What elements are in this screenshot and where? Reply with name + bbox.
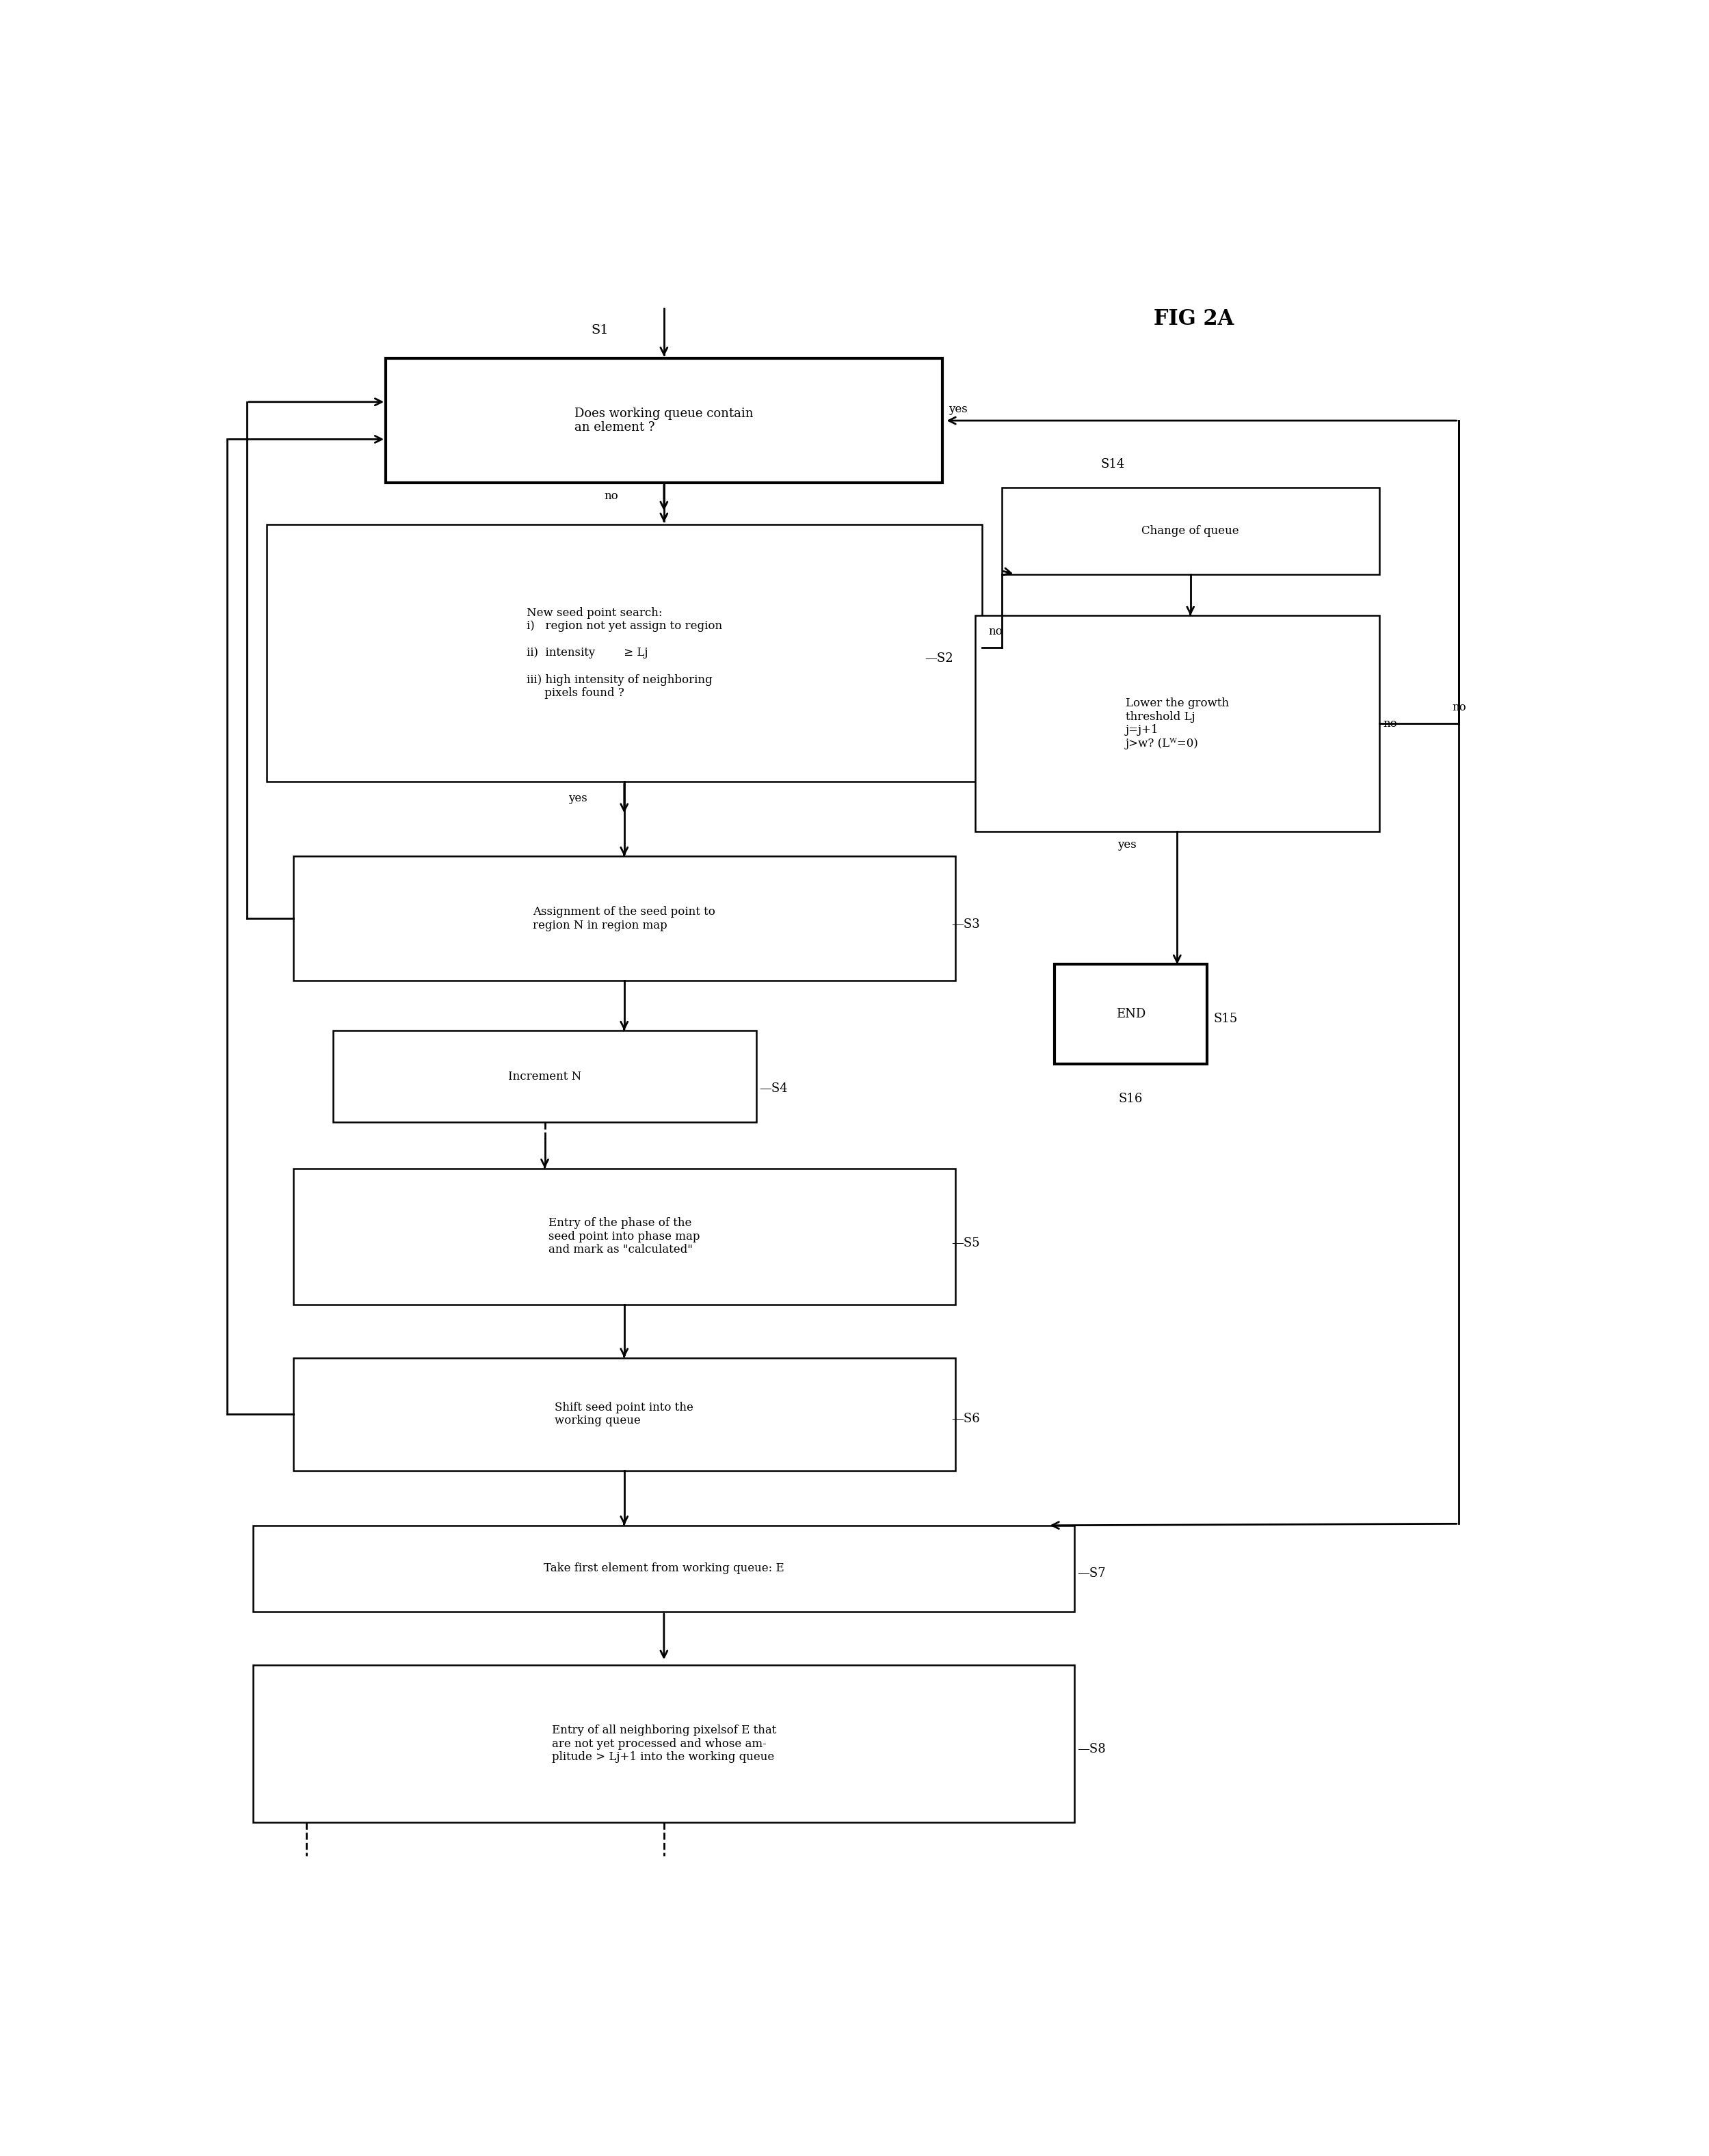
- FancyBboxPatch shape: [253, 1526, 1075, 1613]
- Text: Change of queue: Change of queue: [1142, 526, 1239, 537]
- Text: S1: S1: [591, 323, 608, 336]
- FancyBboxPatch shape: [253, 1664, 1075, 1822]
- FancyBboxPatch shape: [267, 524, 981, 783]
- FancyBboxPatch shape: [294, 1169, 955, 1304]
- Text: no: no: [605, 492, 619, 502]
- Text: —S3: —S3: [952, 918, 979, 931]
- Text: END: END: [1116, 1007, 1145, 1020]
- Text: Entry of the phase of the
seed point into phase map
and mark as "calculated": Entry of the phase of the seed point int…: [549, 1218, 701, 1255]
- Text: no: no: [1383, 718, 1398, 729]
- Text: Shift seed point into the
working queue: Shift seed point into the working queue: [555, 1401, 694, 1427]
- Text: Assignment of the seed point to
region N in region map: Assignment of the seed point to region N…: [533, 906, 716, 931]
- Text: yes: yes: [948, 403, 967, 414]
- Text: —S4: —S4: [759, 1082, 788, 1095]
- Text: S14: S14: [1101, 459, 1125, 470]
- Text: Entry of all neighboring pixelsof E that
are not yet processed and whose am-
pli: Entry of all neighboring pixelsof E that…: [552, 1725, 776, 1764]
- FancyBboxPatch shape: [333, 1031, 757, 1121]
- Text: S16: S16: [1118, 1093, 1142, 1104]
- Text: —S8: —S8: [1077, 1744, 1106, 1755]
- Text: Take first element from working queue: E: Take first element from working queue: E: [543, 1563, 784, 1574]
- Text: —S2: —S2: [925, 653, 954, 664]
- Text: —S6: —S6: [952, 1412, 979, 1425]
- Text: FIG 2A: FIG 2A: [1154, 308, 1234, 330]
- Text: Increment N: Increment N: [508, 1072, 581, 1082]
- Text: New seed point search:
i)   region not yet assign to region

ii)  intensity     : New seed point search: i) region not yet…: [526, 608, 721, 699]
- FancyBboxPatch shape: [1001, 487, 1379, 573]
- FancyBboxPatch shape: [1054, 964, 1207, 1063]
- FancyBboxPatch shape: [294, 1358, 955, 1470]
- Text: —S5: —S5: [952, 1238, 979, 1248]
- FancyBboxPatch shape: [386, 358, 942, 483]
- FancyBboxPatch shape: [294, 856, 955, 981]
- Text: yes: yes: [1118, 839, 1136, 852]
- Text: S15: S15: [1213, 1013, 1237, 1024]
- FancyBboxPatch shape: [976, 617, 1379, 832]
- Text: no: no: [1453, 701, 1466, 714]
- Text: no: no: [988, 625, 1003, 638]
- Text: Does working queue contain
an element ?: Does working queue contain an element ?: [574, 407, 754, 433]
- Text: Lower the growth
threshold Lj
j=j+1
j>w? (Lᵂ=0): Lower the growth threshold Lj j=j+1 j>w?…: [1126, 699, 1229, 750]
- Text: yes: yes: [569, 793, 588, 804]
- Text: —S7: —S7: [1077, 1567, 1106, 1580]
